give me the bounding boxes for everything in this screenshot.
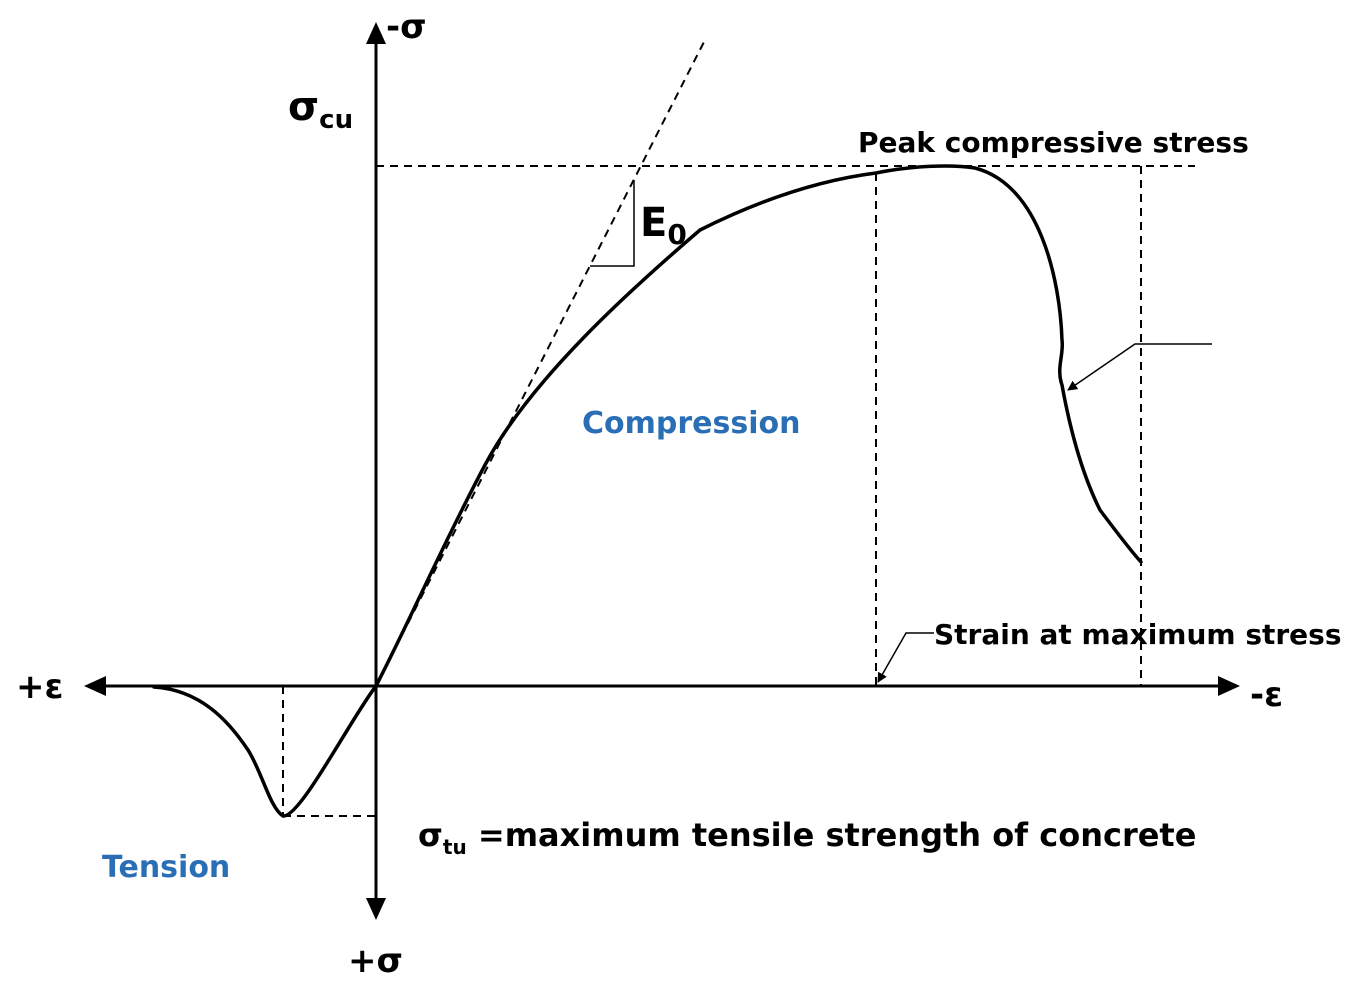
sigma-tu-subscript: tu — [443, 835, 467, 859]
e0-subscript: 0 — [667, 218, 686, 251]
e0-symbol: E — [640, 200, 667, 246]
tension-label: Tension — [102, 850, 230, 885]
sigma-cu-subscript: cu — [319, 105, 353, 135]
sigma-cu-label: σcu — [288, 84, 353, 135]
x-right-label: -ε — [1250, 675, 1283, 715]
e0-label: E0 — [640, 200, 687, 251]
stress-strain-curve — [152, 164, 1143, 818]
sigma-tu-symbol: σ — [418, 816, 443, 854]
sigma-tu-label: σtu =maximum tensile strength of concret… — [418, 816, 1196, 859]
sigma-cu-symbol: σ — [288, 84, 319, 130]
strain-at-max-label: Strain at maximum stress — [934, 618, 1342, 651]
y-top-label: -σ — [386, 7, 427, 47]
tangent-modulus-line — [375, 37, 707, 687]
horizontal-axis-right-arrow — [1218, 676, 1240, 696]
dashed-guides — [282, 37, 1195, 817]
peak-stress-label: Peak compressive stress — [858, 126, 1249, 159]
vertical-axis-top-arrow — [366, 22, 386, 44]
horizontal-axis-left-arrow — [84, 676, 106, 696]
inflection-leader-line — [1067, 343, 1212, 391]
compression-label: Compression — [582, 406, 800, 441]
y-bottom-label: +σ — [348, 941, 403, 981]
sigma-tu-definition: =maximum tensile strength of concrete — [467, 816, 1197, 854]
x-left-label: +ε — [16, 667, 63, 707]
strain-at-max-leader — [877, 632, 934, 683]
vertical-axis-bottom-arrow — [366, 898, 386, 920]
e0-slope-triangle — [590, 180, 635, 267]
